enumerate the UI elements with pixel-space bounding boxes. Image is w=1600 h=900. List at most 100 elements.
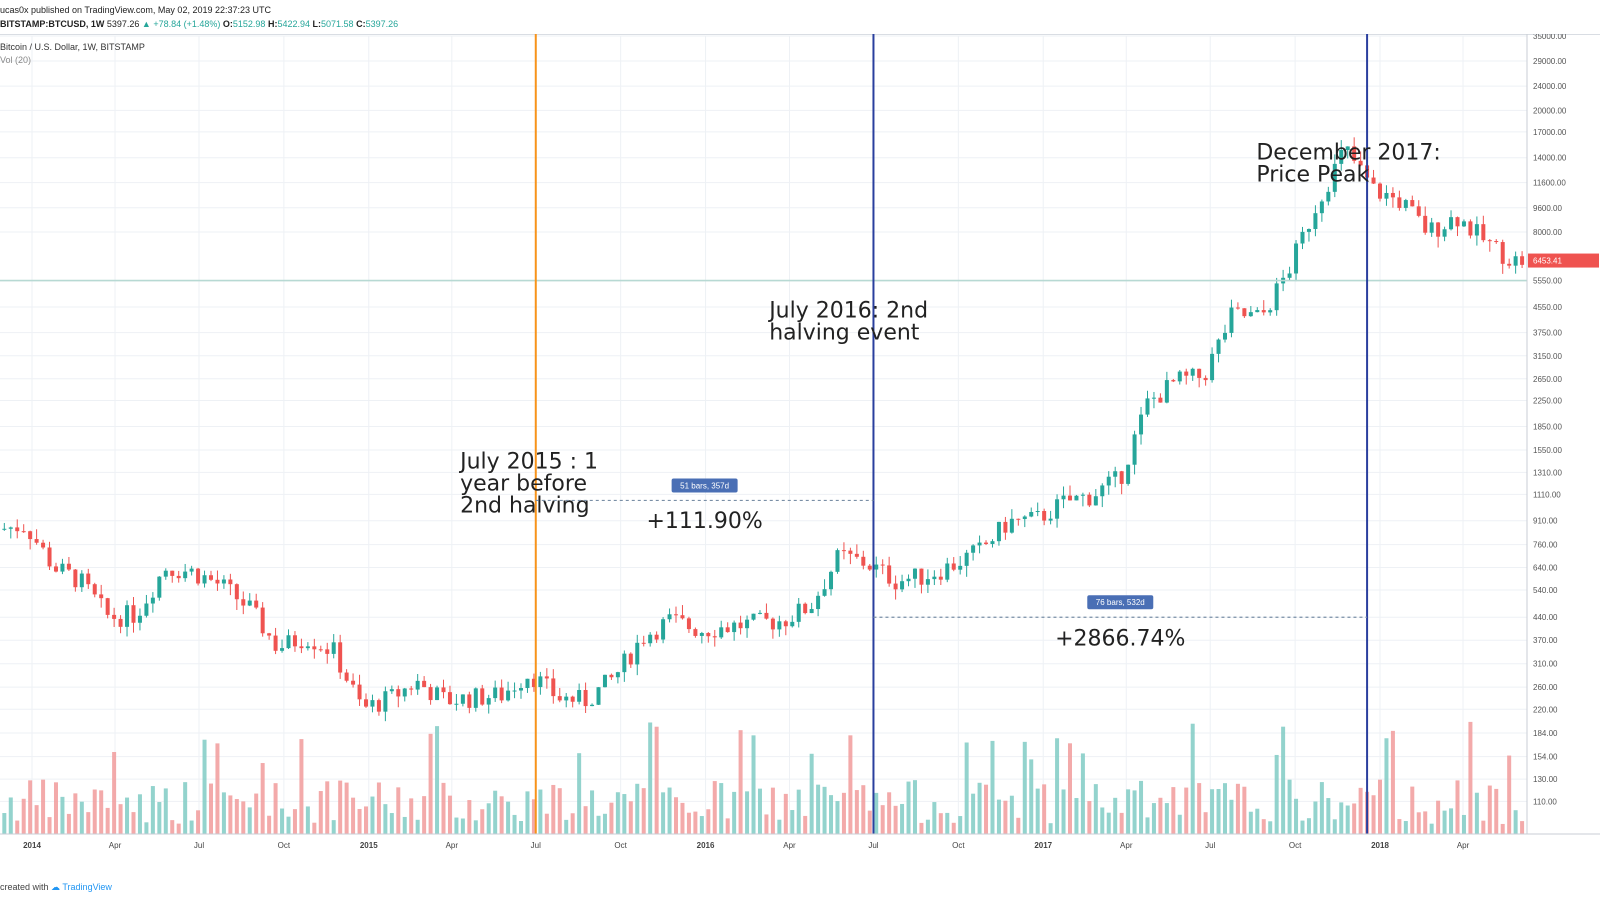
candle-body: [641, 642, 646, 644]
candle-body: [137, 615, 142, 623]
candle-body: [1087, 494, 1092, 506]
volume-bar: [693, 811, 698, 834]
volume-bar: [880, 805, 885, 834]
candle-body: [99, 594, 104, 599]
volume-bar: [2, 813, 7, 834]
volume-bar: [512, 814, 517, 834]
y-tick-label: 20000.00: [1533, 106, 1567, 115]
candle-body: [267, 633, 272, 636]
candle-body: [1177, 371, 1182, 382]
annot-jul2016[interactable]: July 2016: 2nd halving event: [767, 299, 928, 346]
candle-body: [583, 690, 588, 707]
candle-body: [816, 595, 821, 610]
candle-body: [1294, 243, 1299, 274]
candle-body: [1313, 213, 1318, 229]
candle-body: [712, 636, 717, 638]
candle-body: [1410, 200, 1415, 207]
volume-bar: [66, 813, 71, 834]
volume-bar: [383, 804, 388, 834]
volume-bar: [1487, 785, 1492, 834]
volume-bar: [441, 782, 446, 834]
candle-body: [312, 646, 317, 650]
chart-legend: Bitcoin / U.S. Dollar, 1W, BITSTAMP Vol …: [0, 41, 145, 67]
candle-body: [783, 621, 788, 627]
candle-body: [221, 579, 226, 584]
volume-bar: [1087, 801, 1092, 834]
candle-body: [757, 612, 762, 614]
footer-brand[interactable]: TradingView: [62, 882, 112, 892]
candle-body: [202, 575, 207, 584]
volume-bar: [1229, 799, 1234, 834]
candle-body: [648, 634, 653, 644]
volume-bar: [344, 782, 349, 834]
candle-body: [925, 579, 930, 585]
volume-bar: [221, 792, 226, 834]
volume-bar: [757, 788, 762, 834]
candle-body: [66, 563, 71, 570]
candle-body: [1216, 339, 1221, 354]
y-tick-label: 440.00: [1533, 613, 1558, 622]
volume-bar: [1384, 738, 1389, 834]
candle-body: [402, 688, 407, 697]
volume-bar: [590, 790, 595, 834]
volume-bar: [1474, 792, 1479, 834]
volume-bar: [1494, 788, 1499, 834]
candle-body: [34, 539, 39, 543]
candle-body: [1048, 518, 1053, 521]
volume-bar: [577, 753, 582, 834]
volume-bar: [1093, 784, 1098, 834]
volume-bar: [738, 730, 743, 834]
volume-bar: [254, 793, 259, 834]
candle-body: [1494, 241, 1499, 243]
volume-bar: [499, 796, 504, 834]
candle-body: [1268, 310, 1273, 313]
candle-body: [241, 599, 246, 606]
last-price-tag: [1528, 253, 1599, 268]
annot-dec2017[interactable]: December 2017: Price Peak: [1256, 141, 1440, 188]
candle-body: [305, 646, 310, 649]
volume-bar: [60, 796, 65, 834]
candle-body: [706, 633, 711, 637]
x-tick-label: 2018: [1371, 841, 1389, 850]
candle-body: [383, 691, 388, 712]
volume-bar: [525, 791, 530, 834]
candle-body: [577, 690, 582, 702]
candle-body: [351, 680, 356, 685]
candle-body: [519, 688, 524, 691]
candle-body: [79, 573, 84, 588]
candle-body: [1113, 471, 1118, 477]
volume-bar: [338, 780, 343, 834]
candle-body: [1158, 397, 1163, 403]
volume-bar: [1513, 810, 1518, 834]
y-tick-label: 14000.00: [1533, 154, 1567, 163]
volume-bar: [680, 802, 685, 834]
volume-bar: [777, 819, 782, 834]
volume-bar: [447, 795, 452, 834]
candle-body: [415, 680, 420, 690]
candle-body: [1261, 310, 1266, 313]
candle-body: [247, 600, 252, 606]
candle-body: [1255, 310, 1260, 313]
volume-bar: [538, 789, 543, 834]
price-chart[interactable]: July 2015 : 1 year before 2nd halving July …: [0, 34, 1600, 866]
low-label: L:: [312, 19, 322, 29]
candle-body: [880, 564, 885, 566]
volume-bar: [1520, 821, 1525, 834]
volume-bar: [1261, 819, 1266, 834]
candle-body: [331, 642, 336, 654]
candle-body: [635, 642, 640, 665]
time-axis[interactable]: 2014 Apr Jul Oct 2015 Apr Jul Oct 2016 Apr Jul Oct 2…: [0, 833, 1600, 850]
candle-body: [1222, 332, 1227, 340]
y-tick-label: 2250.00: [1533, 396, 1562, 405]
candle-body: [8, 527, 13, 529]
tradingview-logo-icon: ☁: [51, 882, 61, 892]
volume-bar: [1164, 803, 1169, 834]
volume-bar: [835, 801, 840, 834]
candle-body: [1171, 380, 1176, 382]
annot-jul2015[interactable]: July 2015 : 1 year before 2nd halving: [458, 449, 598, 518]
volume-bar: [1126, 789, 1131, 834]
price-axis[interactable]: 35000.00 29000.00 24000.00 20000.00 17000.00…: [1526, 34, 1599, 834]
candle-body: [338, 642, 343, 673]
volume-bar: [925, 819, 930, 834]
volume-bar: [370, 796, 375, 834]
